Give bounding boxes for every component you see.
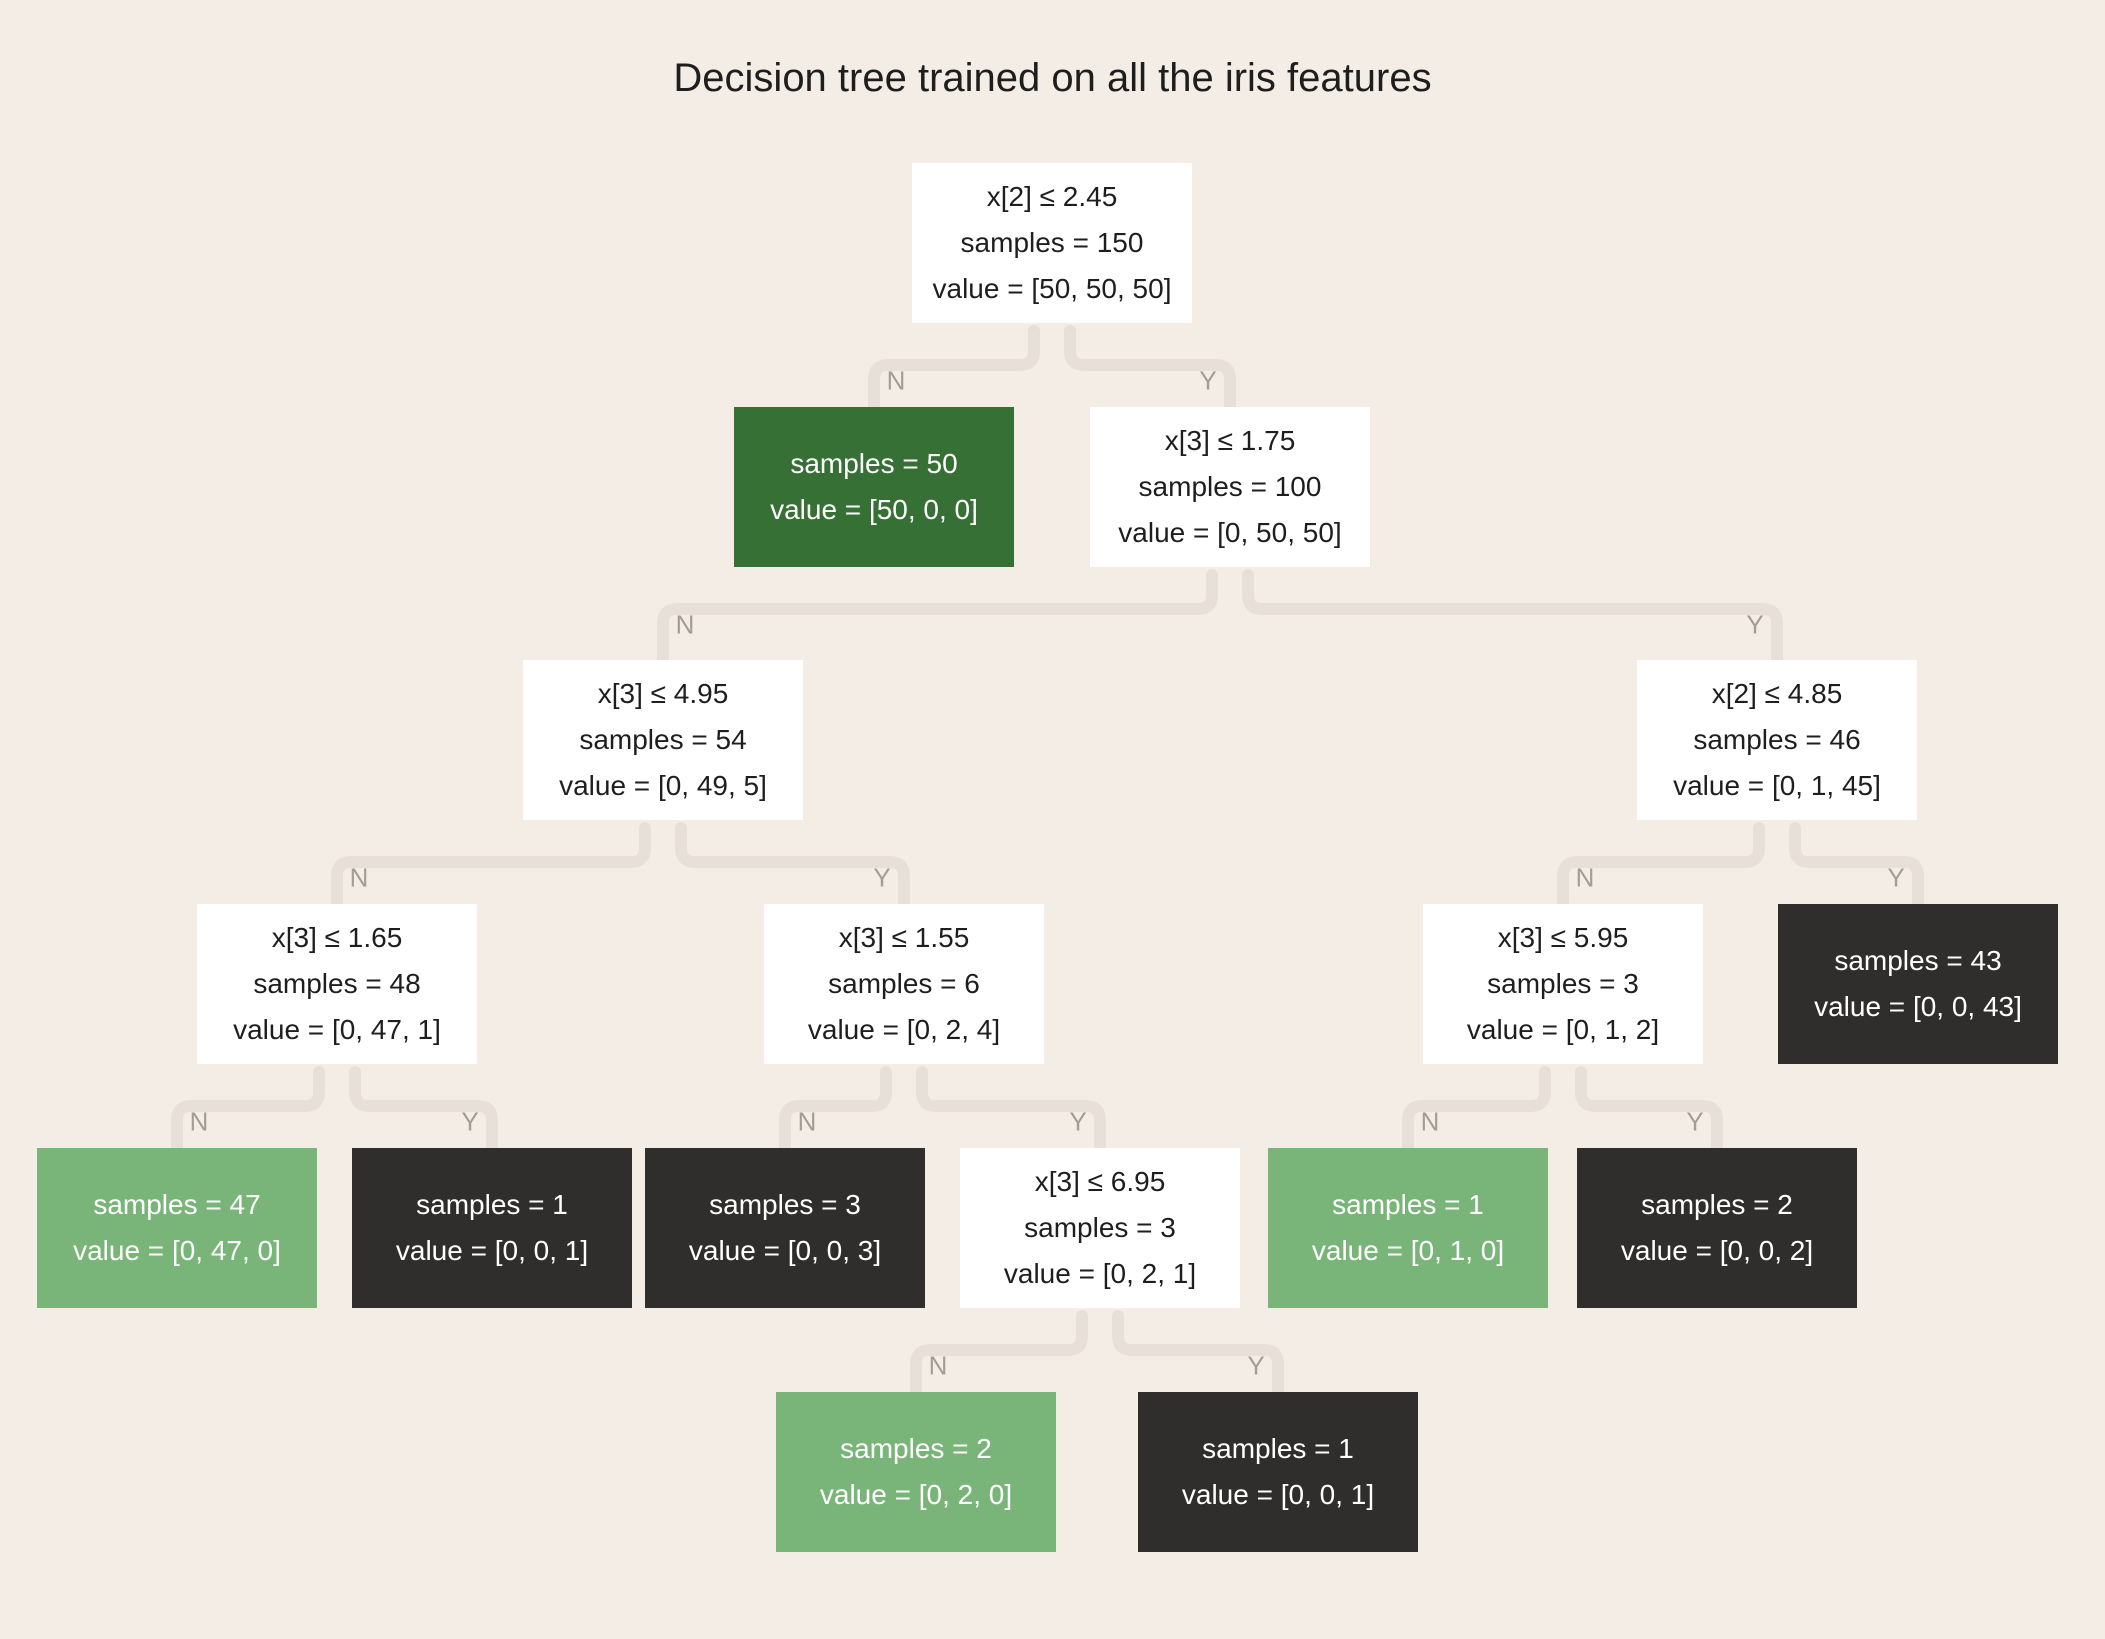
node-samples: samples = 1 <box>1202 1433 1354 1464</box>
edge-n5-n10 <box>349 1066 498 1152</box>
split-node-n5: x[3] ≤ 1.65 samples = 48 value = [0, 47, 1… <box>197 904 477 1064</box>
edge-n4-n7 <box>1557 822 1765 908</box>
edge-n5-n9 <box>171 1066 325 1152</box>
node-value: value = [0, 0, 1] <box>1181 1479 1375 1510</box>
node-samples: samples = 1 <box>1332 1189 1484 1220</box>
edge-label-n2-n4: Y <box>1746 609 1764 640</box>
node-value: value = [0, 47, 0] <box>73 1235 281 1266</box>
node-samples: samples = 3 <box>709 1189 861 1220</box>
edge-n2-n3 <box>657 569 1218 664</box>
node-condition: x[2] ≤ 2.45 <box>986 181 1118 212</box>
edge-n7-n13 <box>1402 1066 1551 1152</box>
node-condition: x[3] ≤ 1.55 <box>838 922 970 953</box>
leaf-node-n14: samples = 2 value = [0, 0, 2] <box>1577 1148 1857 1308</box>
edge-label-n7-n14: Y <box>1686 1106 1704 1137</box>
edge-label-n6-n11: N <box>797 1106 817 1137</box>
node-condition: x[3] ≤ 6.95 <box>1034 1166 1166 1197</box>
node-value: value = [0, 0, 3] <box>688 1235 882 1266</box>
edge-n3-n5 <box>331 822 651 908</box>
leaf-node-n11: samples = 3 value = [0, 0, 3] <box>645 1148 925 1308</box>
node-samples: samples = 46 <box>1693 724 1861 755</box>
edge-label-n2-n3: N <box>675 609 695 640</box>
edge-n12-n15 <box>910 1310 1088 1396</box>
node-value: value = [0, 2, 1] <box>1003 1258 1197 1289</box>
leaf-node-n15: samples = 2 value = [0, 2, 0] <box>776 1392 1056 1552</box>
split-node-n0: x[2] ≤ 2.45 samples = 150 value = [50, 50,… <box>912 163 1192 323</box>
edge-n12-n16 <box>1112 1310 1284 1396</box>
split-node-n3: x[3] ≤ 4.95 samples = 54 value = [0, 49, 5… <box>523 660 803 820</box>
node-samples: samples = 6 <box>828 968 980 999</box>
edge-label-n0-n2: Y <box>1199 365 1217 396</box>
edge-n4-n8 <box>1789 822 1924 908</box>
node-value: value = [50, 0, 0] <box>770 494 978 525</box>
node-samples: samples = 3 <box>1487 968 1639 999</box>
node-value: value = [0, 2, 0] <box>819 1479 1013 1510</box>
node-samples: samples = 48 <box>253 968 421 999</box>
split-node-n4: x[2] ≤ 4.85 samples = 46 value = [0, 1, 45… <box>1637 660 1917 820</box>
leaf-node-n16: samples = 1 value = [0, 0, 1] <box>1138 1392 1418 1552</box>
edge-n7-n14 <box>1575 1066 1723 1152</box>
node-value: value = [0, 0, 1] <box>395 1235 589 1266</box>
node-condition: x[3] ≤ 4.95 <box>597 678 729 709</box>
edge-label-n7-n13: N <box>1420 1106 1440 1137</box>
node-condition: x[3] ≤ 1.65 <box>271 922 403 953</box>
node-samples: samples = 2 <box>1641 1189 1793 1220</box>
edge-n3-n6 <box>675 822 910 908</box>
edge-label-n12-n16: Y <box>1247 1350 1265 1381</box>
edge-n6-n12 <box>916 1066 1106 1152</box>
edge-label-n6-n12: Y <box>1069 1106 1087 1137</box>
node-value: value = [0, 50, 50] <box>1118 517 1342 548</box>
node-samples: samples = 43 <box>1834 945 2002 976</box>
split-node-n7: x[3] ≤ 5.95 samples = 3 value = [0, 1, 2] <box>1423 904 1703 1064</box>
leaf-node-n8: samples = 43 value = [0, 0, 43] <box>1778 904 2058 1064</box>
node-value: value = [0, 49, 5] <box>559 770 767 801</box>
edge-label-n12-n15: N <box>928 1350 948 1381</box>
node-samples: samples = 1 <box>416 1189 568 1220</box>
edge-label-n4-n8: Y <box>1887 862 1905 893</box>
node-value: value = [0, 47, 1] <box>233 1014 441 1045</box>
edge-label-n5-n9: N <box>189 1106 209 1137</box>
edge-label-n0-n1: N <box>886 365 906 396</box>
edge-n0-n1 <box>868 325 1040 411</box>
edge-n2-n4 <box>1242 569 1783 664</box>
node-samples: samples = 54 <box>579 724 747 755</box>
leaf-node-n9: samples = 47 value = [0, 47, 0] <box>37 1148 317 1308</box>
node-condition: x[3] ≤ 5.95 <box>1497 922 1629 953</box>
leaf-node-n10: samples = 1 value = [0, 0, 1] <box>352 1148 632 1308</box>
edge-label-n3-n5: N <box>349 862 369 893</box>
node-value: value = [0, 1, 2] <box>1466 1014 1660 1045</box>
node-value: value = [0, 0, 43] <box>1814 991 2022 1022</box>
split-node-n12: x[3] ≤ 6.95 samples = 3 value = [0, 2, 1] <box>960 1148 1240 1308</box>
node-value: value = [0, 0, 2] <box>1620 1235 1814 1266</box>
leaf-node-n1: samples = 50 value = [50, 0, 0] <box>734 407 1014 567</box>
node-value: value = [0, 1, 45] <box>1673 770 1881 801</box>
node-condition: x[2] ≤ 4.85 <box>1711 678 1843 709</box>
edge-label-n3-n6: Y <box>873 862 891 893</box>
edge-n0-n2 <box>1064 325 1236 411</box>
node-samples: samples = 3 <box>1024 1212 1176 1243</box>
edge-label-n4-n7: N <box>1575 862 1595 893</box>
node-samples: samples = 50 <box>790 448 958 479</box>
node-samples: samples = 150 <box>960 227 1144 258</box>
node-samples: samples = 100 <box>1138 471 1322 502</box>
node-samples: samples = 2 <box>840 1433 992 1464</box>
node-samples: samples = 47 <box>93 1189 261 1220</box>
diagram-title: Decision tree trained on all the iris fe… <box>673 56 1432 100</box>
split-node-n6: x[3] ≤ 1.55 samples = 6 value = [0, 2, 4] <box>764 904 1044 1064</box>
node-condition: x[3] ≤ 1.75 <box>1164 425 1296 456</box>
edge-label-n5-n10: Y <box>461 1106 479 1137</box>
node-value: value = [50, 50, 50] <box>932 273 1172 304</box>
node-value: value = [0, 1, 0] <box>1311 1235 1505 1266</box>
split-node-n2: x[3] ≤ 1.75 samples = 100 value = [0, 50, … <box>1090 407 1370 567</box>
leaf-node-n13: samples = 1 value = [0, 1, 0] <box>1268 1148 1548 1308</box>
node-value: value = [0, 2, 4] <box>807 1014 1001 1045</box>
edge-n6-n11 <box>779 1066 892 1152</box>
